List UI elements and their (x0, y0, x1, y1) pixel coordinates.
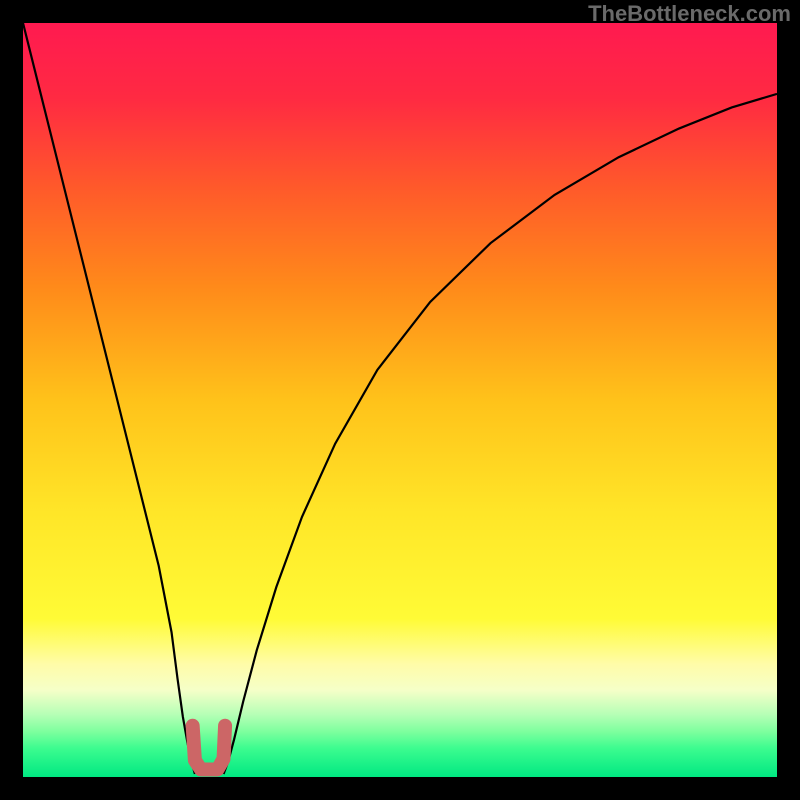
chart-frame: TheBottleneck.com (0, 0, 800, 800)
curve-bump (193, 726, 225, 770)
plot-area (23, 23, 777, 777)
chart-svg (23, 23, 777, 777)
curve-right (224, 94, 777, 774)
curve-left (23, 23, 195, 774)
watermark-text: TheBottleneck.com (588, 1, 791, 27)
